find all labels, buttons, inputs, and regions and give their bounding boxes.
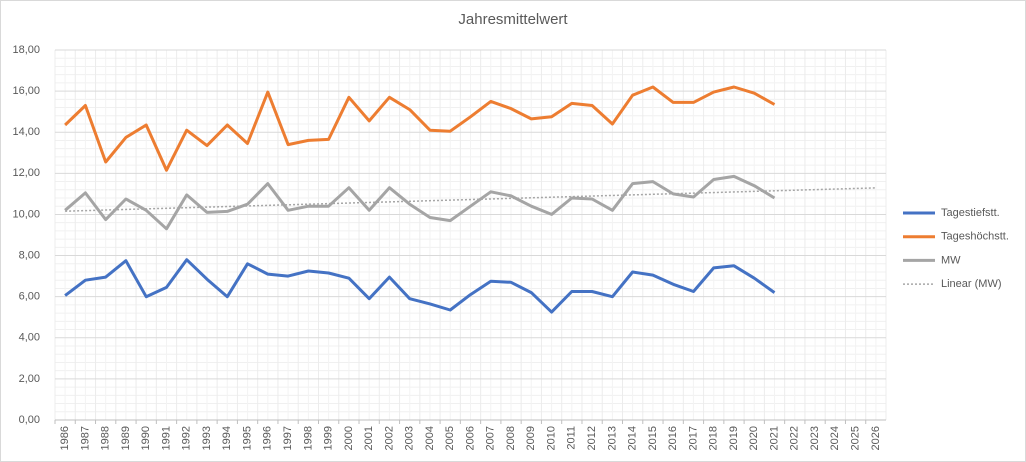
x-tick-label: 1988 — [100, 426, 112, 450]
series-line — [64, 258, 776, 314]
x-tick-label: 2018 — [708, 426, 720, 450]
x-tick-label: 2022 — [789, 426, 801, 450]
series-line — [64, 85, 776, 172]
x-tick-label: 1996 — [262, 426, 274, 450]
y-tick-label: 6,00 — [19, 291, 40, 303]
x-tick-label: 2012 — [586, 426, 598, 450]
legend-label: Tageshöchstt. — [941, 231, 1009, 243]
x-tick-label: 1991 — [160, 426, 172, 450]
legend-label: MW — [941, 254, 961, 266]
x-tick-label: 1994 — [221, 426, 233, 450]
x-tick-label: 2002 — [383, 426, 395, 450]
y-tick-label: 8,00 — [19, 249, 40, 261]
x-tick-label: 2014 — [627, 426, 639, 450]
x-tick-label: 2009 — [525, 426, 537, 450]
y-tick-label: 10,00 — [12, 208, 40, 220]
x-tick-label: 2023 — [809, 426, 821, 450]
x-tick-label: 2003 — [404, 426, 416, 450]
x-tick-label: 2021 — [768, 426, 780, 450]
x-tick-label: 1986 — [59, 426, 71, 450]
x-tick-label: 2019 — [728, 426, 740, 450]
x-tick-label: 2006 — [464, 426, 476, 450]
x-tick-label: 2016 — [667, 426, 679, 450]
x-tick-label: 1993 — [201, 426, 213, 450]
x-tick-label: 2020 — [748, 426, 760, 450]
x-tick-label: 2015 — [647, 426, 659, 450]
x-tick-label: 2013 — [606, 426, 618, 450]
x-tick-label: 1998 — [302, 426, 314, 450]
series-line — [64, 174, 776, 231]
x-tick-label: 2024 — [829, 426, 841, 450]
x-tick-label: 2026 — [870, 426, 882, 450]
x-tick-label: 2008 — [505, 426, 517, 450]
x-tick-label: 1989 — [120, 426, 132, 450]
y-tick-label: 0,00 — [19, 414, 40, 426]
y-tick-label: 12,00 — [12, 167, 40, 179]
chart-title: Jahresmittelwert — [458, 11, 568, 28]
x-tick-label: 2010 — [545, 426, 557, 450]
x-tick-label: 2025 — [850, 426, 862, 450]
x-tick-label: 1990 — [140, 426, 152, 450]
trendline — [65, 187, 876, 212]
y-tick-label: 16,00 — [12, 85, 40, 97]
x-tick-label: 1997 — [282, 426, 294, 450]
x-tick-label: 2007 — [485, 426, 497, 450]
x-tick-label: 1987 — [79, 426, 91, 450]
x-tick-label: 2011 — [566, 426, 578, 450]
y-tick-label: 18,00 — [12, 44, 40, 56]
y-tick-label: 2,00 — [19, 373, 40, 385]
y-tick-label: 4,00 — [19, 332, 40, 344]
legend-label: Tagestiefstt. — [941, 207, 1000, 219]
x-tick-label: 2001 — [363, 426, 375, 450]
x-tick-label: 2005 — [444, 426, 456, 450]
x-tick-label: 1999 — [323, 426, 335, 450]
y-tick-label: 14,00 — [12, 126, 40, 138]
legend-label: Linear (MW) — [941, 278, 1002, 290]
x-tick-label: 2000 — [343, 426, 355, 450]
x-tick-label: 2004 — [424, 426, 436, 450]
x-tick-label: 1995 — [241, 426, 253, 450]
x-tick-label: 1992 — [181, 426, 193, 450]
x-tick-label: 2017 — [687, 426, 699, 450]
